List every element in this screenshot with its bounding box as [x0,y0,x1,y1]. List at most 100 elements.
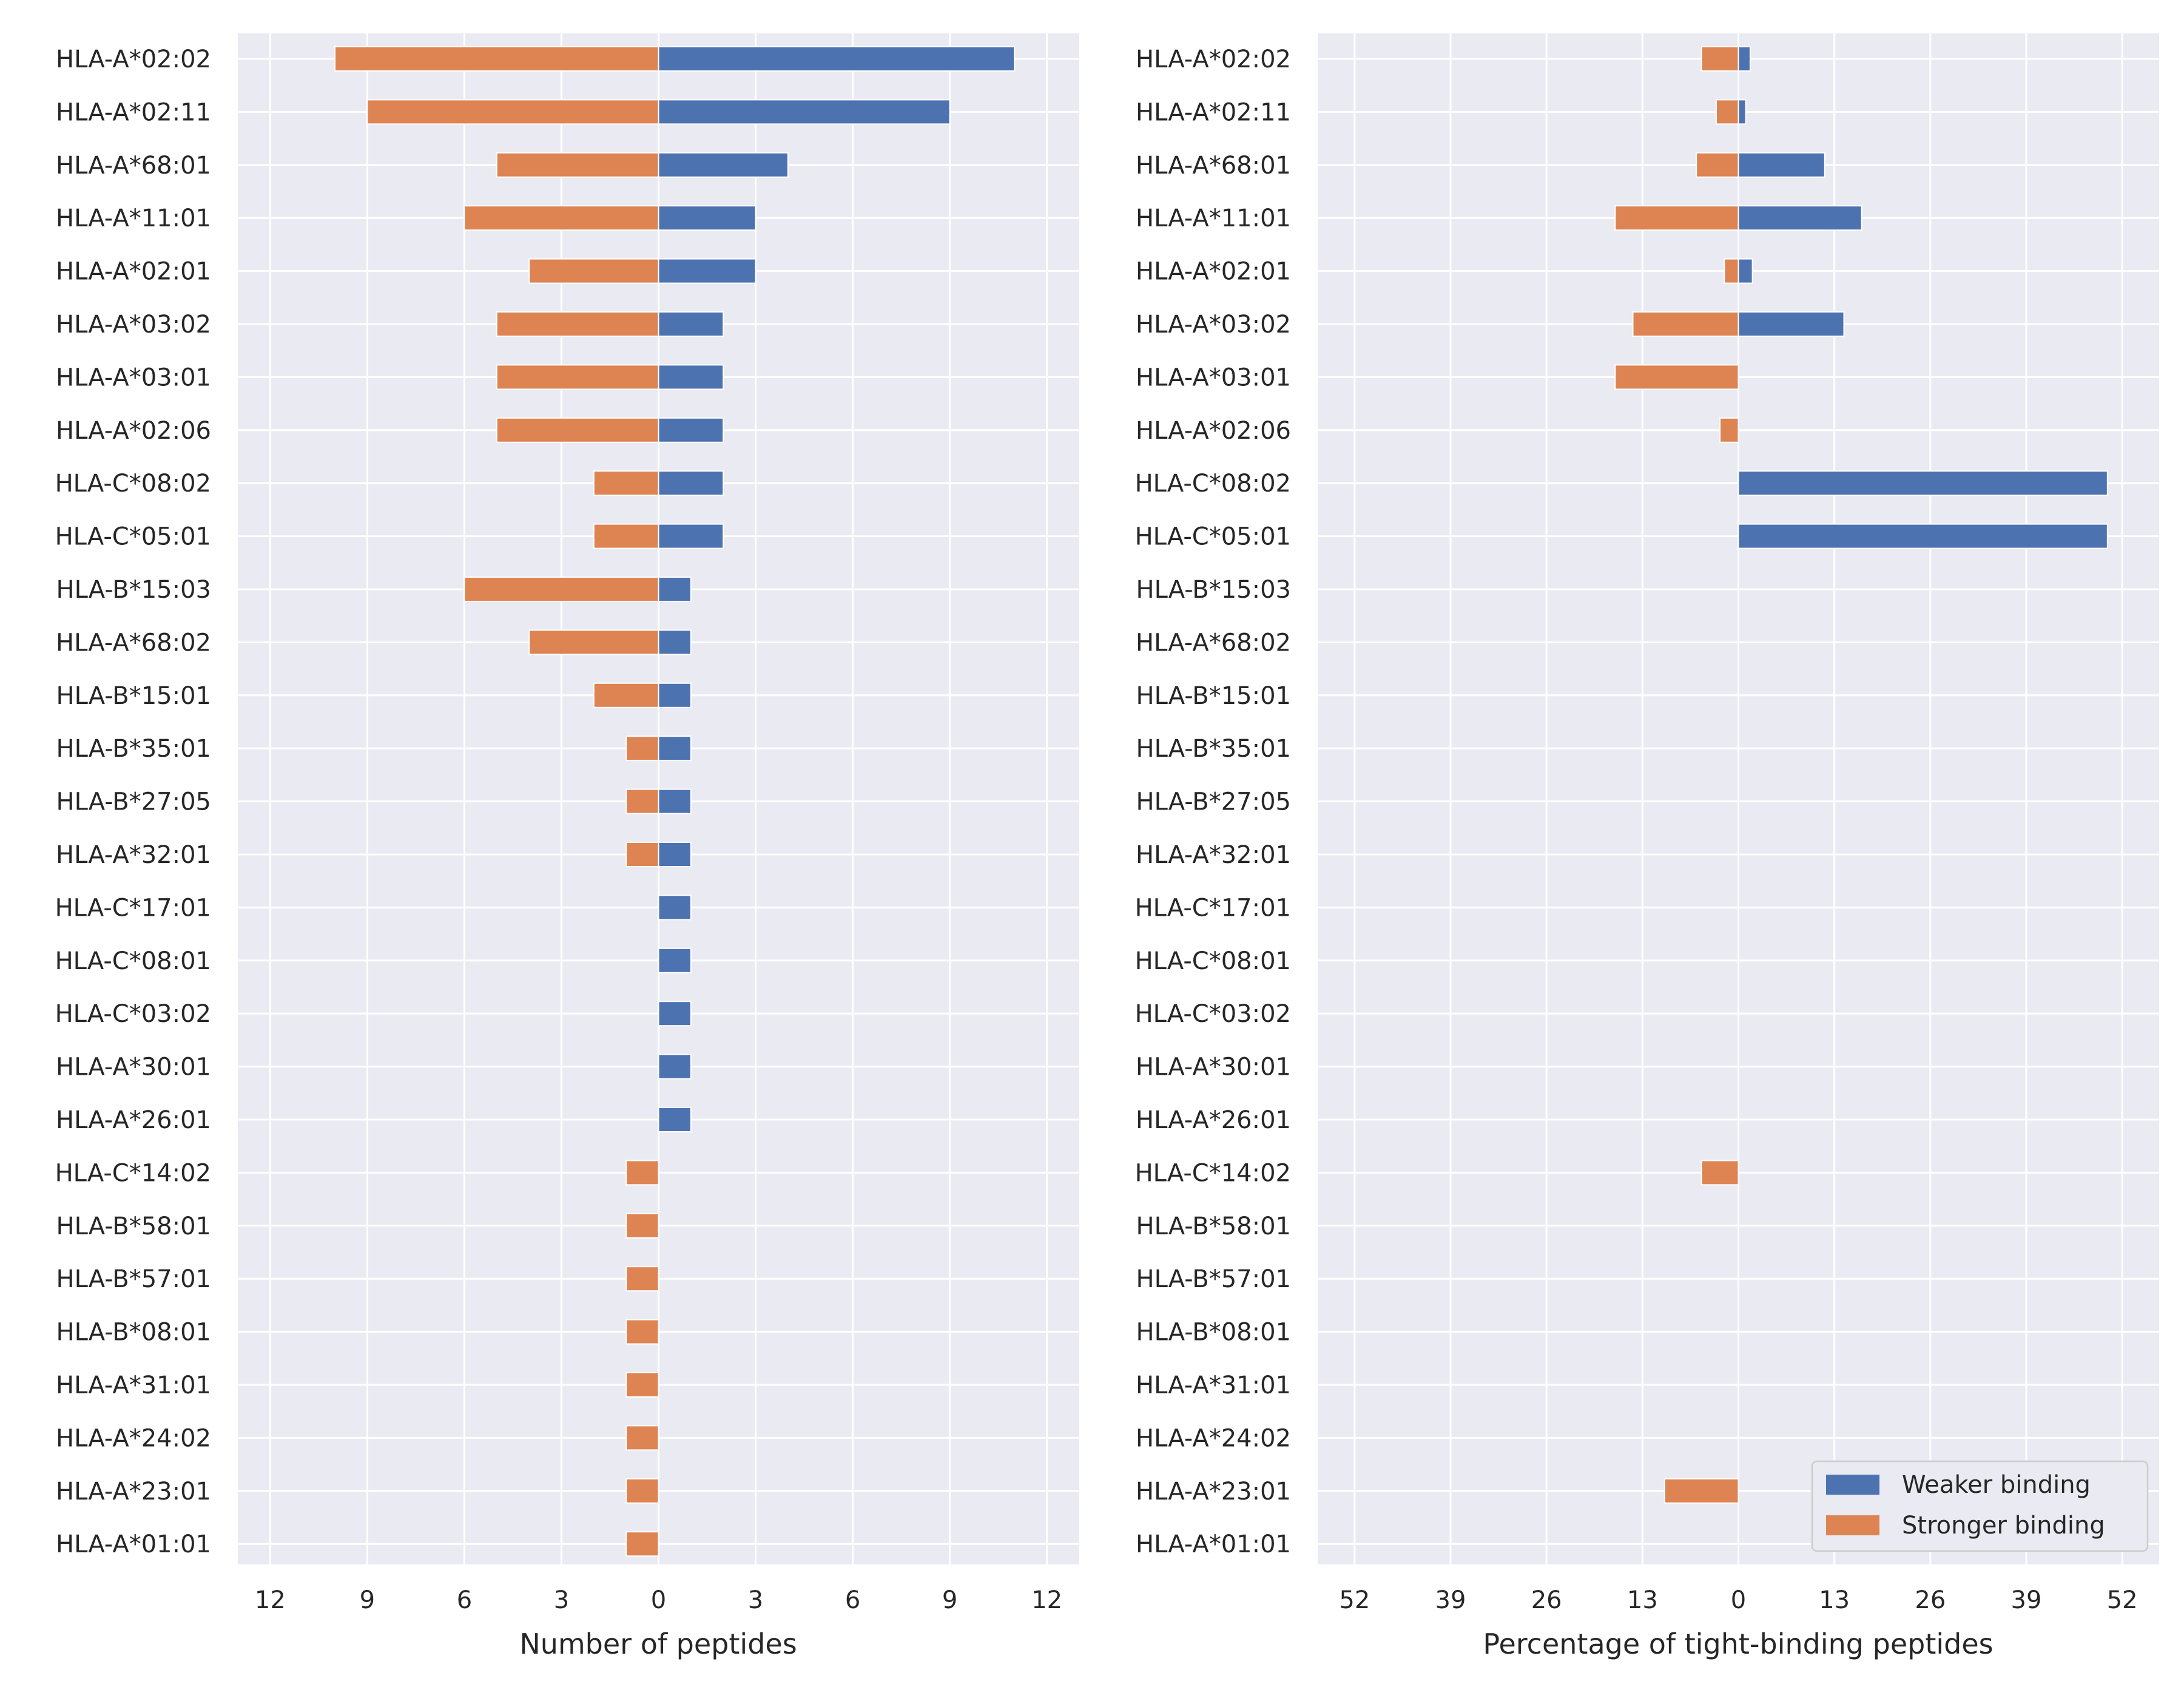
category-label: HLA-A*02:02 [56,46,211,73]
x-tick-label: 52 [2107,1586,2138,1614]
category-label: HLA-C*05:01 [1135,523,1291,551]
x-tick-label: 9 [942,1586,957,1614]
bar-stronger-binding [1724,258,1739,284]
x-tick-labels-left: 12 9 6 3 0 3 6 9 12 [255,1586,1062,1614]
x-tick-label: 13 [1627,1586,1658,1614]
legend-label-weaker-binding: Weaker binding [1902,1471,2091,1499]
category-label: HLA-B*15:01 [1136,682,1292,710]
grid-right [1318,33,2159,1564]
bar-weaker-binding [658,682,692,708]
bar-stronger-binding [496,311,659,337]
bar-weaker-binding [658,629,692,655]
x-tick-labels-right: 52 39 26 13 0 13 26 39 52 [1339,1586,2137,1614]
bar-weaker-binding [658,1107,692,1132]
category-label: HLA-C*17:01 [55,894,211,922]
category-label: HLA-A*01:01 [56,1530,211,1558]
bar-weaker-binding [658,894,692,921]
bar-stronger-binding [625,1425,659,1451]
legend-swatch-weaker-binding [1826,1475,1879,1495]
category-labels-left: HLA-A*02:02 HLA-A*02:11 HLA-A*68:01 HLA-A*1… [55,46,211,1558]
bar-weaker-binding [1737,523,2108,549]
category-label: HLA-A*26:01 [1136,1106,1291,1134]
category-label: HLA-B*27:05 [1136,788,1292,816]
category-label: HLA-A*31:01 [1136,1371,1291,1399]
category-label: HLA-C*03:02 [55,1000,211,1028]
bar-weaker-binding [658,947,692,973]
category-label: HLA-B*57:01 [56,1265,212,1293]
bar-stronger-binding [625,1319,659,1345]
category-label: HLA-A*02:01 [56,258,211,286]
category-label: HLA-A*11:01 [56,205,211,232]
bar-stronger-binding [625,1531,659,1557]
x-tick-label: 26 [1531,1586,1562,1614]
bar-weaker-binding [1737,205,1862,231]
bar-weaker-binding [658,205,757,231]
bar-weaker-binding [658,311,724,337]
category-label: HLA-A*68:02 [1136,629,1291,657]
bar-stronger-binding [496,417,659,443]
x-tick-label: 0 [1731,1586,1746,1614]
x-tick-label: 0 [651,1586,666,1614]
bar-stronger-binding [625,735,659,762]
bar-weaker-binding [1737,470,2108,496]
category-label: HLA-A*30:01 [1136,1053,1291,1081]
bar-stronger-binding [625,842,659,867]
category-label: HLA-B*15:03 [56,576,212,604]
x-tick-label: 3 [748,1586,763,1614]
x-tick-label: 52 [1339,1586,1370,1614]
x-tick-label: 13 [1819,1586,1850,1614]
category-label: HLA-A*31:01 [56,1371,211,1399]
bars-right [1614,46,2108,1504]
category-label: HLA-A*02:02 [1136,46,1291,73]
bar-weaker-binding [658,735,692,762]
bar-stronger-binding [625,1266,659,1292]
category-label: HLA-A*23:01 [1136,1478,1291,1506]
category-label: HLA-B*35:01 [56,735,212,763]
bar-stronger-binding [1614,364,1739,390]
bar-weaker-binding [658,842,692,867]
bar-stronger-binding [625,1372,659,1398]
bar-stronger-binding [463,205,659,231]
category-label: HLA-B*58:01 [1136,1212,1292,1240]
category-label: HLA-A*24:02 [1136,1424,1291,1452]
category-label: HLA-A*68:01 [56,152,211,180]
bar-stronger-binding [1696,152,1739,178]
category-label: HLA-A*02:06 [56,417,211,445]
category-label: HLA-C*08:02 [1135,470,1291,498]
category-label: HLA-B*27:05 [56,788,212,816]
bar-stronger-binding [463,577,659,602]
category-label: HLA-B*58:01 [56,1212,212,1240]
bar-weaker-binding [658,364,724,390]
x-tick-label: 12 [255,1586,286,1614]
bar-weaker-binding [658,523,724,549]
category-label: HLA-B*15:03 [1136,576,1292,604]
bar-stronger-binding [1700,46,1739,72]
bar-weaker-binding [658,577,692,602]
panel-tight-binding-percentage: HLA-A*02:02 HLA-A*02:11 HLA-A*68:01 HLA-A*1… [1135,33,2159,1660]
category-labels-right: HLA-A*02:02 HLA-A*02:11 HLA-A*68:01 HLA-A*1… [1135,46,1291,1558]
x-axis-title-left: Number of peptides [519,1628,797,1660]
category-label: HLA-A*03:02 [56,311,211,339]
category-label: HLA-C*03:02 [1135,1000,1291,1028]
category-label: HLA-A*68:01 [1136,152,1291,180]
bar-stronger-binding [625,1160,659,1186]
bar-stronger-binding [593,682,659,708]
category-label: HLA-A*24:02 [56,1424,211,1452]
bar-stronger-binding [593,470,659,496]
category-label: HLA-A*26:01 [56,1106,211,1134]
category-label: HLA-A*02:01 [1136,258,1291,286]
category-label: HLA-A*03:01 [1136,364,1291,391]
x-tick-label: 3 [554,1586,569,1614]
x-tick-label: 6 [457,1586,472,1614]
bar-weaker-binding [658,258,757,284]
x-tick-label: 12 [1031,1586,1062,1614]
bar-weaker-binding [1737,46,1751,72]
bar-weaker-binding [1737,311,1845,337]
category-label: HLA-A*23:01 [56,1478,211,1506]
bar-weaker-binding [1737,152,1825,178]
bar-stronger-binding [1719,417,1739,443]
category-label: HLA-C*08:01 [55,947,211,975]
bar-stronger-binding [593,523,659,549]
category-label: HLA-A*32:01 [56,841,211,869]
